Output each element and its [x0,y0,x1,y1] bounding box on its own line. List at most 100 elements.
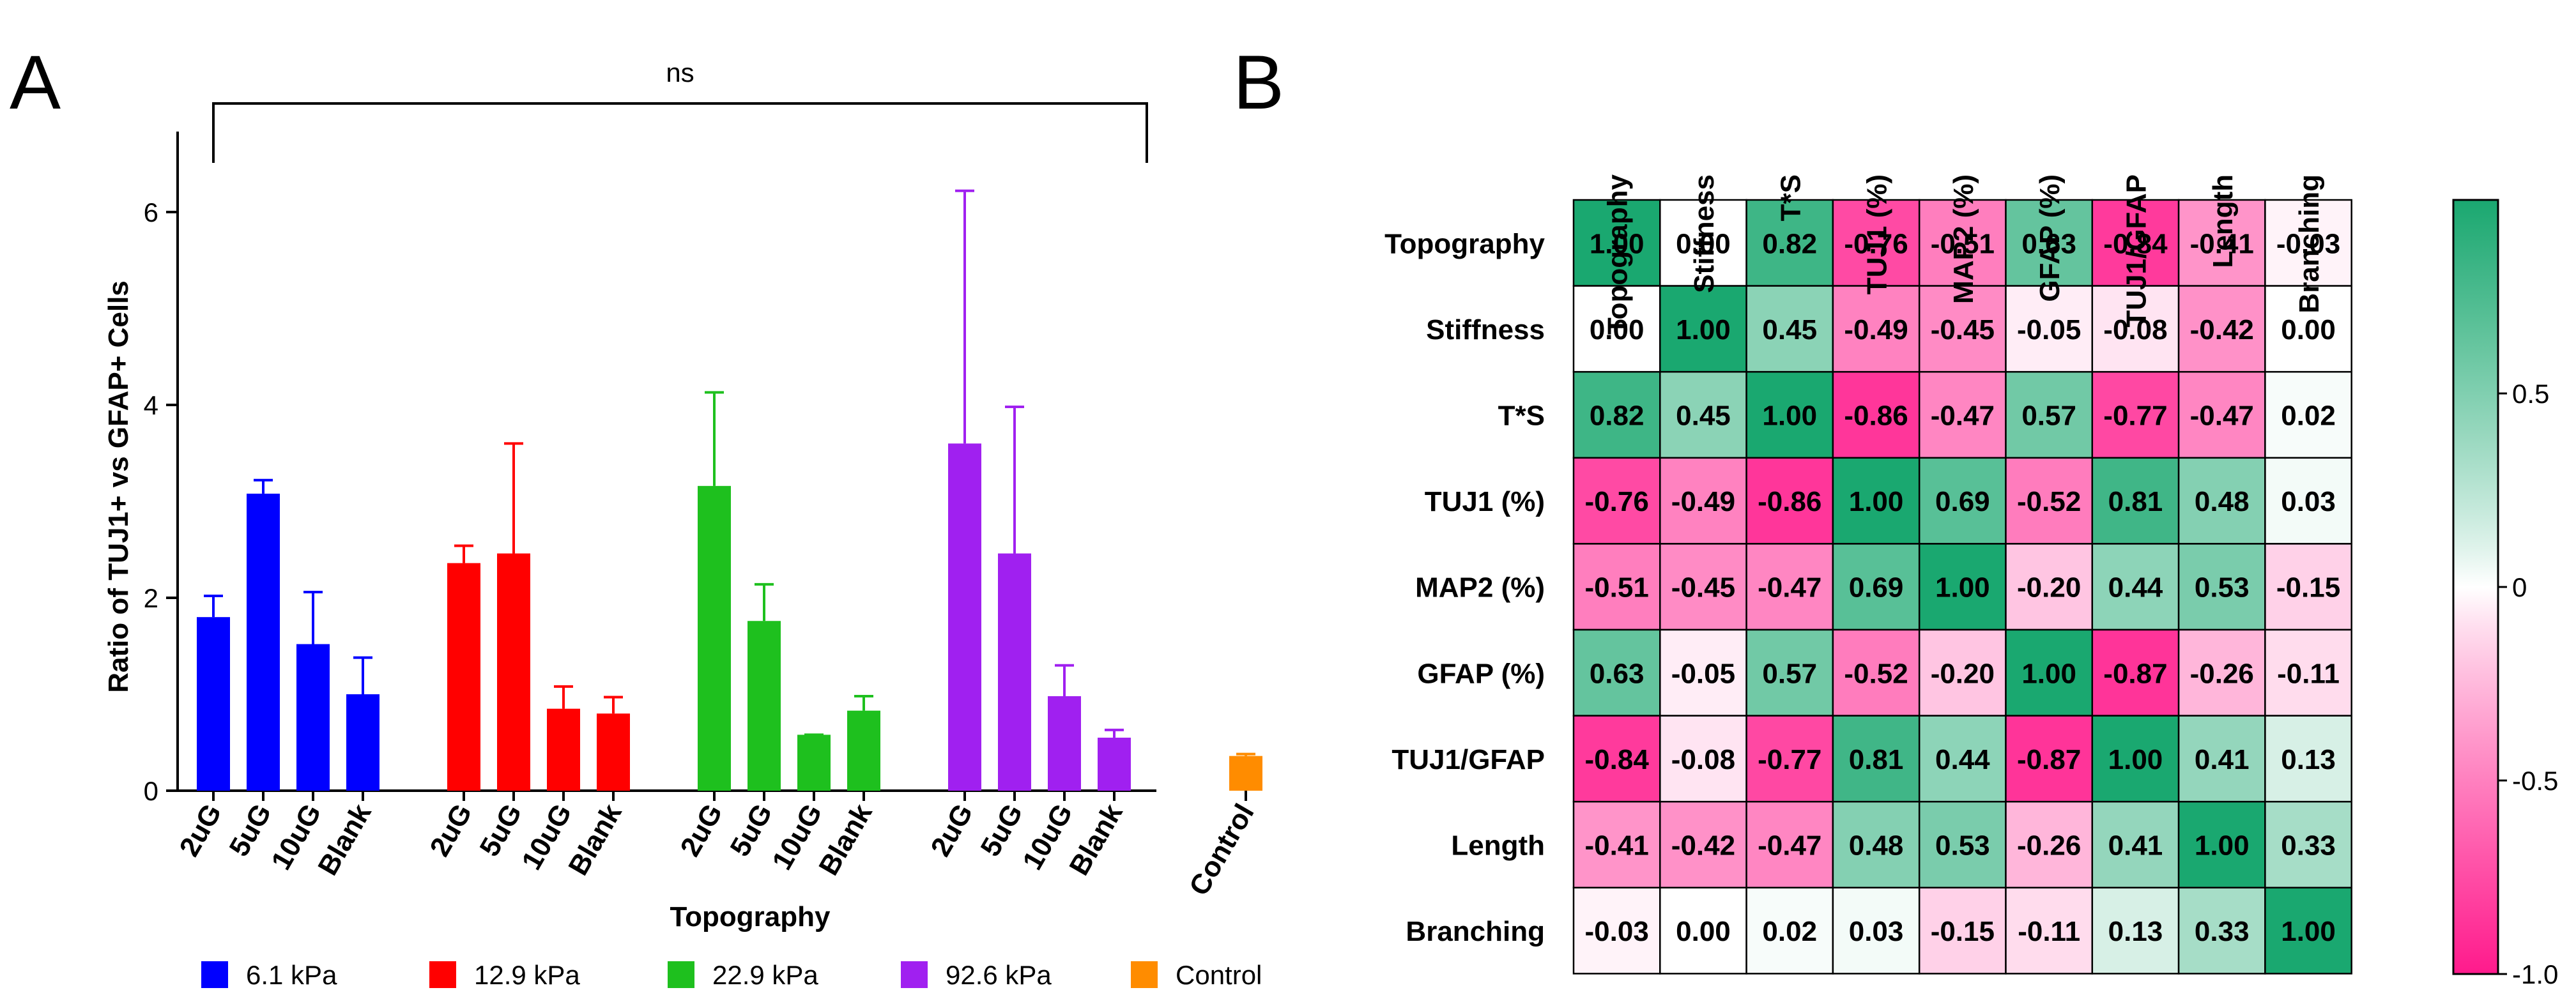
heatmap-cell [1659,199,1747,287]
column-label: Length [2207,174,2239,268]
heatmap-cell [1918,199,2007,287]
heatmap-cell-value: -0.26 [2017,830,2081,862]
heatmap-cell-value: -0.76 [1844,228,1908,259]
bar [847,710,880,791]
heatmap-cell-value: -0.08 [1671,744,1735,775]
column-label: MAP2 (%) [1948,174,1979,304]
heatmap-cell-value: -0.52 [2017,486,2081,517]
heatmap-cell [1918,628,2007,717]
heatmap-cell [2264,715,2352,803]
heatmap-cell [1832,457,1920,545]
column-label: Branching [2294,174,2325,314]
heatmap-cell [1745,887,1834,975]
heatmap-cell-value: -0.05 [2017,314,2081,346]
column-label: TUJ1/GFAP [2120,174,2152,328]
heatmap-cell-value: 1.00 [2281,916,2336,947]
heatmap-cell [1745,457,1834,545]
heatmap-cell-value: -0.47 [1758,830,1821,862]
heatmap-cell-value: -0.47 [1758,572,1821,604]
heatmap-cell [1572,457,1661,545]
heatmap-cell [2091,800,2180,889]
heatmap-cell-value: 0.57 [2021,400,2076,432]
y-tick-label: 4 [144,390,158,420]
bar [747,621,781,791]
x-tick-label: Blank [562,798,628,881]
heatmap-cell-value: 0.13 [2108,916,2163,947]
heatmap-cell [2264,457,2352,545]
heatmap-cell-value: 0.45 [1676,400,1731,432]
heatmap-cell-value: 0.48 [2195,486,2250,517]
bar [346,694,379,791]
heatmap-cell-value: -0.42 [1671,830,1735,862]
heatmap-cell-value: 0.63 [2021,228,2076,259]
heatmap-cell-value: -0.20 [2017,572,2081,604]
column-label: TUJ1 (%) [1862,174,1893,294]
heatmap-cell-value: 0.44 [1935,744,1990,775]
heatmap-cell [1918,285,2007,373]
x-tick-label: Blank [1063,798,1129,881]
heatmap-cell [2264,887,2352,975]
heatmap-cell-value: -0.51 [1585,572,1649,604]
heatmap-cell-value: 0.03 [1849,916,1904,947]
heatmap-cell-value: 0.33 [2195,916,2250,947]
heatmap-cell [2091,628,2180,717]
legend-swatch [429,961,456,988]
row-label: Length [1451,830,1545,862]
bar [797,734,831,791]
heatmap-cell [1745,543,1834,631]
row-label: TUJ1/GFAP [1392,744,1545,775]
heatmap-cell-value: 0.00 [1676,228,1731,259]
heatmap-cell-value: -0.05 [1671,658,1735,689]
heatmap-cell-value: 0.63 [1590,658,1644,689]
heatmap-cell [1659,628,1747,717]
bar [597,713,630,791]
heatmap-cell-value: 0.69 [1849,572,1904,604]
heatmap-cell-value: 0.53 [2195,572,2250,604]
heatmap-cell-value: -0.03 [2276,228,2340,259]
heatmap-cell-value: -0.49 [1671,486,1735,517]
column-label: T*S [1775,174,1806,221]
heatmap-cell-value: 0.00 [1676,916,1731,947]
heatmap-cell-value: -0.15 [1931,916,1995,947]
heatmap-cell-value: -0.87 [2103,658,2167,689]
heatmap-cell-value: 1.00 [1935,572,1990,604]
heatmap-cell [1745,370,1834,459]
colorbar-tick-label: 0.5 [2512,379,2549,409]
heatmap-cell [1659,285,1747,373]
y-tick-label: 0 [144,776,158,806]
heatmap-cell-value: -0.42 [2190,314,2254,346]
heatmap-cell [1832,887,1920,975]
row-label: Branching [1406,916,1545,947]
heatmap-cell-value: 0.41 [2195,744,2250,775]
heatmap-cell [2264,800,2352,889]
legend-label: 6.1 kPa [246,960,337,990]
heatmap-cell [2264,370,2352,459]
heatmap-cell-value: 0.02 [2281,400,2336,432]
heatmap-cell-value: 0.44 [2108,572,2163,604]
heatmap-cell-value: -0.15 [2276,572,2340,604]
heatmap-cell-value: 0.45 [1762,314,1817,346]
heatmap-cell [2091,199,2180,287]
heatmap-cell-value: 0.57 [1762,658,1817,689]
heatmap-cell-value: -0.45 [1671,572,1735,604]
heatmap-cell-value: 1.00 [2195,830,2250,862]
heatmap-cell [2005,199,2094,287]
heatmap-cell-value: -0.41 [1585,830,1649,862]
x-tick-label: Control [1183,799,1261,901]
heatmap-cell-value: 0.00 [1590,314,1644,346]
heatmap-cell [2005,887,2094,975]
colorbar-tick-label: -0.5 [2512,766,2558,796]
bar [698,485,731,791]
legend-swatch [668,961,694,988]
heatmap-cell-value: -0.84 [1585,744,1650,775]
legend-label: 22.9 kPa [712,960,818,990]
heatmap-cell-value: 0.03 [2281,486,2336,517]
heatmap-cell-value: 0.69 [1935,486,1990,517]
legend-swatch [1131,961,1158,988]
heatmap-cell [2177,370,2266,459]
bar [497,553,530,791]
colorbar [2452,199,2499,975]
heatmap-cell-value: 0.53 [1935,830,1990,862]
